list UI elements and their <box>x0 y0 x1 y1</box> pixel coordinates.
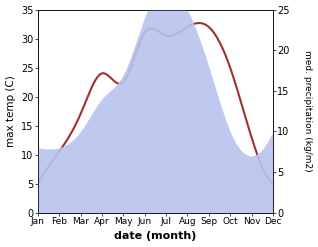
X-axis label: date (month): date (month) <box>114 231 197 242</box>
Y-axis label: med. precipitation (kg/m2): med. precipitation (kg/m2) <box>303 50 313 172</box>
Y-axis label: max temp (C): max temp (C) <box>5 75 16 147</box>
